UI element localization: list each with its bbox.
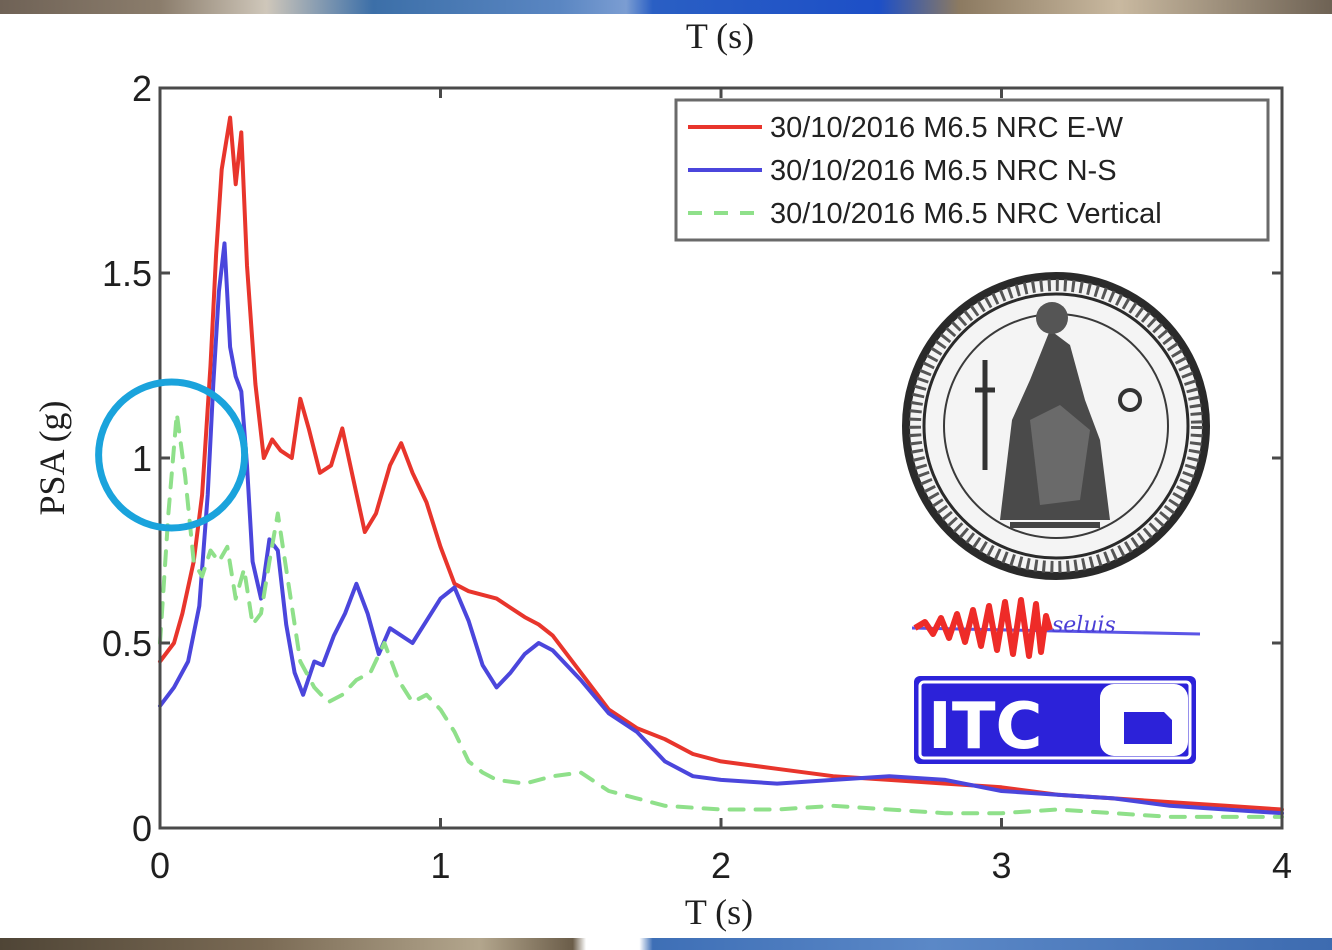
seismograph-logo: seluis [911,597,1201,659]
x-tick-label: 0 [150,845,170,886]
legend-entry: 30/10/2016 M6.5 NRC Vertical [770,198,1162,230]
series-line-2 [158,241,1284,816]
x-tick-label: 1 [430,845,450,886]
y-tick-label: 1.5 [102,253,152,294]
y-tick-label: 0 [132,808,152,849]
series-line-1 [158,115,1284,812]
y-axis-title: PSA (g) [32,400,72,515]
series-line-3 [158,411,1284,819]
itc-logo-text: ITC [928,690,1042,764]
plot-area [158,115,1284,819]
x-tick-label: 2 [711,845,731,886]
legend-entry: 30/10/2016 M6.5 NRC E-W [770,112,1124,144]
x-tick-label: 3 [991,845,1011,886]
x-tick-label: 4 [1272,845,1292,886]
bottom-image-strip [0,938,1332,950]
x-axis-title: T (s) [685,892,753,932]
annotations [95,378,249,532]
y-tick-label: 1 [132,438,152,479]
legend-box [674,98,1270,242]
university-seal [902,272,1210,580]
legend: 30/10/2016 M6.5 NRC E-W 30/10/2016 M6.5 N… [674,98,1270,242]
seismograph-logo-text: seluis [1052,613,1116,638]
top-axis-label: T (s) [686,16,754,56]
logo-layer: seluis ITC [902,272,1210,764]
y-tick-label: 2 [132,68,152,109]
top-image-strip [0,0,1332,14]
y-tick-label: 0.5 [102,623,152,664]
annotation-circle [95,378,249,532]
legend-entry: 30/10/2016 M6.5 NRC N-S [770,155,1117,187]
axes: 0 1 2 3 4 0 0.5 1 1.5 2 T (s) PSA (g) [32,68,1292,932]
itc-logo: ITC [914,676,1196,764]
